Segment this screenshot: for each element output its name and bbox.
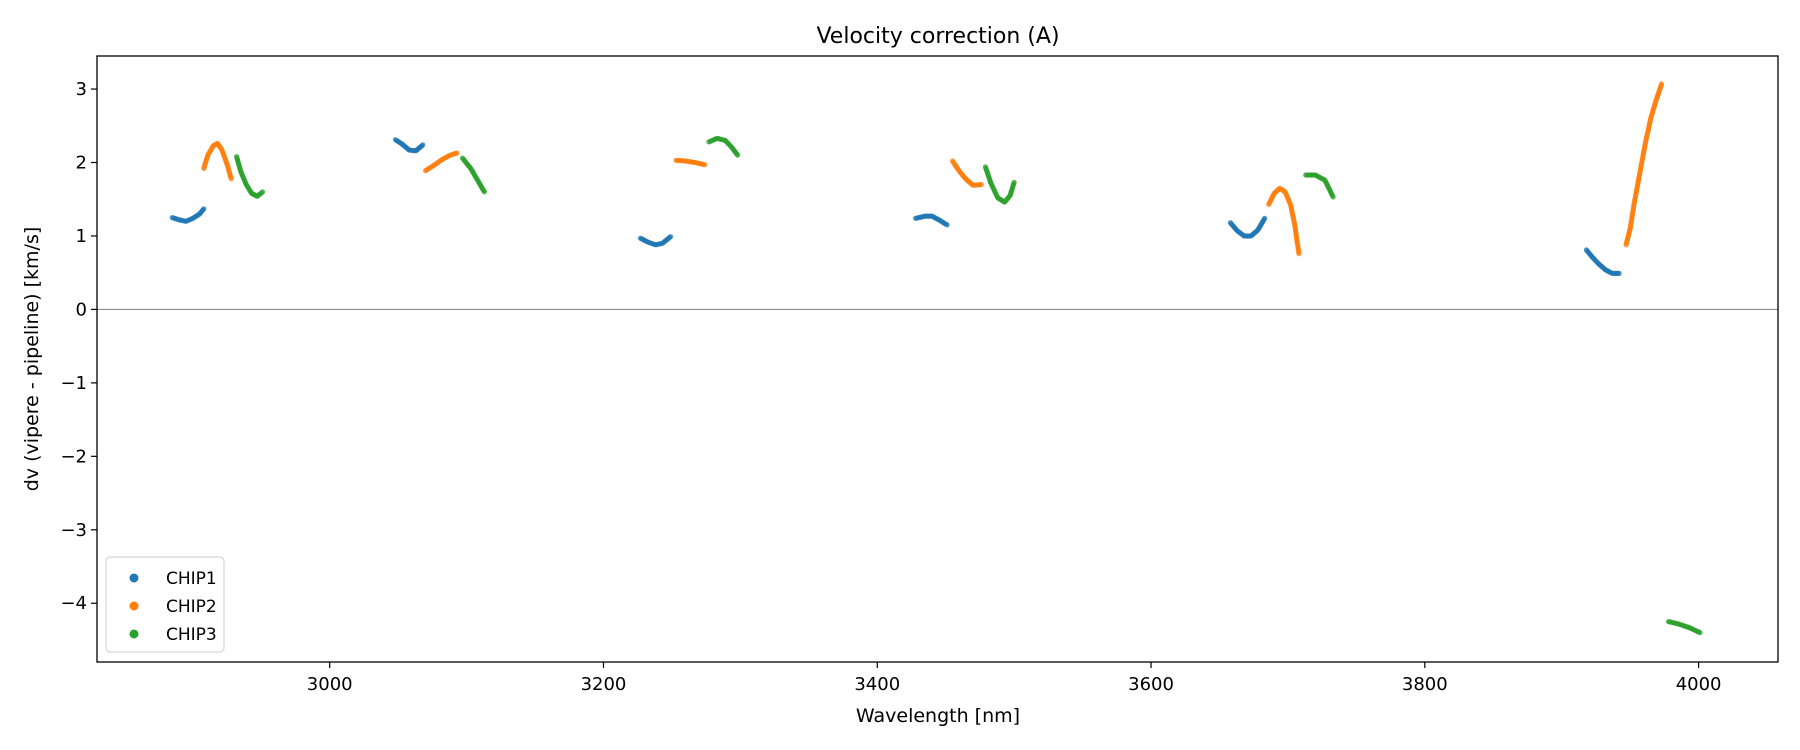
data-point [481, 189, 487, 195]
data-point [454, 150, 460, 156]
x-tick-label: 3000 [307, 674, 353, 695]
chart-title: Velocity correction (A) [816, 24, 1059, 49]
data-point [668, 234, 674, 240]
legend-label-chip1: CHIP1 [166, 569, 217, 589]
y-tick-label: −2 [60, 446, 87, 467]
data-point [944, 222, 950, 228]
y-tick-label: 3 [76, 79, 87, 100]
series-chip1 [169, 137, 1622, 276]
x-tick-label: 3600 [1128, 674, 1174, 695]
legend: CHIP1 CHIP2 CHIP3 [105, 556, 225, 653]
plot-frame [96, 55, 1779, 663]
legend-marker-chip3 [129, 629, 139, 639]
legend-label-chip2: CHIP2 [166, 597, 217, 617]
x-tick-label: 3200 [581, 674, 627, 695]
data-point [1262, 215, 1268, 221]
x-tick-label: 3400 [854, 674, 900, 695]
data-point [1697, 630, 1703, 636]
y-tick-label: −1 [60, 373, 87, 394]
data-point [228, 176, 234, 182]
legend-marker-chip1 [129, 573, 139, 583]
legend-marker-chip2 [129, 601, 139, 611]
y-tick-label: 2 [76, 153, 87, 174]
data-point [702, 162, 708, 168]
data-point [735, 152, 741, 158]
axis-ticks: 3000 3200 3400 3600 3800 4000 −4 −3 −2 −1 0 1 2 3 [60, 79, 1721, 695]
data-point [420, 142, 426, 148]
y-axis-label: dv (vipere - pipeline) [km/s] [21, 227, 43, 492]
data-point [1659, 81, 1665, 87]
x-tick-label: 4000 [1676, 674, 1722, 695]
data-point [201, 206, 207, 212]
x-tick-label: 3800 [1402, 674, 1448, 695]
data-point [1011, 179, 1017, 185]
data-points [169, 81, 1703, 636]
y-tick-label: −3 [60, 520, 87, 541]
data-point [1296, 251, 1302, 257]
x-axis-label: Wavelength [nm] [856, 705, 1020, 727]
y-tick-label: 1 [76, 226, 87, 247]
data-point [260, 189, 266, 195]
data-point [1616, 270, 1622, 276]
legend-label-chip3: CHIP3 [166, 625, 217, 645]
data-point [1330, 194, 1336, 200]
data-point [978, 181, 984, 188]
y-tick-label: 0 [76, 299, 87, 320]
series-chip3 [234, 135, 1703, 636]
series-chip2 [201, 81, 1665, 257]
y-tick-label: −4 [60, 593, 87, 614]
